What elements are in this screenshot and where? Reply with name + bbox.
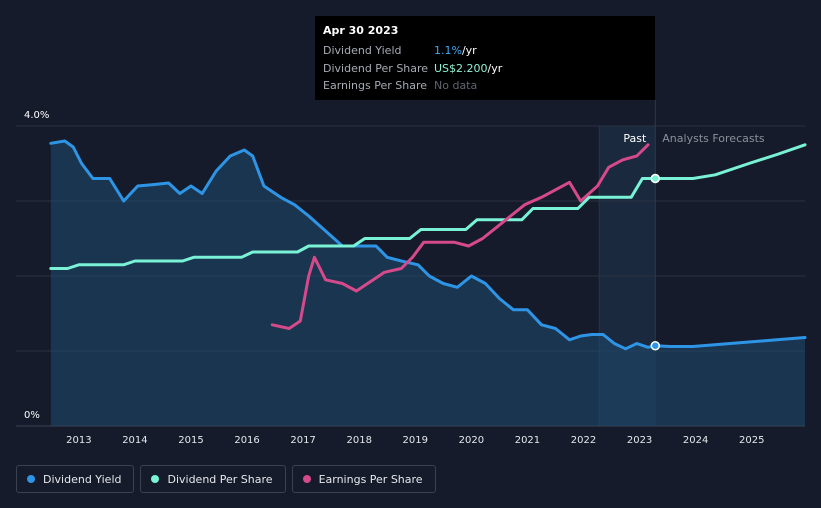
- x-tick-label: 2013: [66, 435, 91, 446]
- tooltip-row-dividend-per-share: Dividend Per Share US$2.200 /yr: [323, 60, 655, 78]
- legend-item-earnings-per-share[interactable]: Earnings Per Share: [291, 465, 436, 493]
- earnings-per-share-line: [270, 143, 650, 330]
- dividend-yield-area: [50, 141, 806, 426]
- x-tick-label: 2015: [178, 435, 203, 446]
- tooltip-unit: /yr: [461, 44, 477, 58]
- x-tick-label: 2018: [346, 435, 371, 446]
- dividend-per-share-marker: [650, 173, 661, 184]
- dividend-yield-line: [49, 139, 807, 351]
- x-tick-label: 2022: [571, 435, 596, 446]
- legend-label: Earnings Per Share: [318, 472, 423, 486]
- legend-label: Dividend Per Share: [167, 472, 273, 486]
- tooltip-value: US$2.200: [434, 61, 488, 75]
- dividend-yield-marker: [650, 341, 661, 351]
- x-tick-label: 2023: [627, 435, 652, 446]
- x-tick-label: 2020: [459, 435, 484, 446]
- legend-item-dividend-yield[interactable]: Dividend Yield: [16, 465, 135, 493]
- x-tick-label: 2017: [290, 435, 315, 446]
- y-axis-max-label: 4.0%: [24, 110, 49, 121]
- legend-dot-icon: [302, 475, 311, 483]
- hover-tooltip: Apr 30 2023 Dividend Yield 1.1% /yr Divi…: [315, 16, 655, 100]
- legend-dot-icon: [27, 475, 35, 483]
- x-tick-label: 2019: [403, 435, 428, 446]
- tooltip-row-earnings-per-share: Earnings Per Share No data: [323, 77, 655, 95]
- x-axis-ticks: 2013 2014 2015 2016 2017 2018 2019 2020 2021 2022…: [66, 435, 764, 446]
- tooltip-date: Apr 30 2023: [323, 24, 399, 37]
- tooltip-label: Earnings Per Share: [323, 79, 428, 93]
- x-tick-label: 2014: [122, 435, 147, 446]
- chart-legend: Dividend Yield Dividend Per Share Earnin…: [16, 465, 436, 493]
- x-tick-label: 2016: [234, 435, 259, 446]
- legend-label: Dividend Yield: [43, 472, 122, 486]
- series-lines: [49, 139, 807, 351]
- forecast-label: Analysts Forecasts: [662, 132, 765, 145]
- tooltip-label: Dividend Per Share: [323, 61, 429, 75]
- y-axis-min-label: 0%: [24, 410, 40, 421]
- tooltip-value: No data: [434, 79, 478, 93]
- current-markers: [650, 173, 661, 351]
- x-tick-label: 2025: [739, 435, 764, 446]
- legend-dot-icon: [151, 475, 160, 483]
- past-label: Past: [623, 132, 647, 145]
- tooltip-value: 1.1%: [434, 44, 462, 58]
- tooltip-row-dividend-yield: Dividend Yield 1.1% /yr: [323, 42, 655, 60]
- legend-item-dividend-per-share[interactable]: Dividend Per Share: [140, 465, 286, 493]
- dividend-per-share-line: [49, 143, 807, 270]
- tooltip-unit: /yr: [487, 61, 503, 75]
- x-tick-label: 2021: [515, 435, 540, 446]
- tooltip-label: Dividend Yield: [323, 44, 402, 58]
- x-tick-label: 2024: [683, 435, 708, 446]
